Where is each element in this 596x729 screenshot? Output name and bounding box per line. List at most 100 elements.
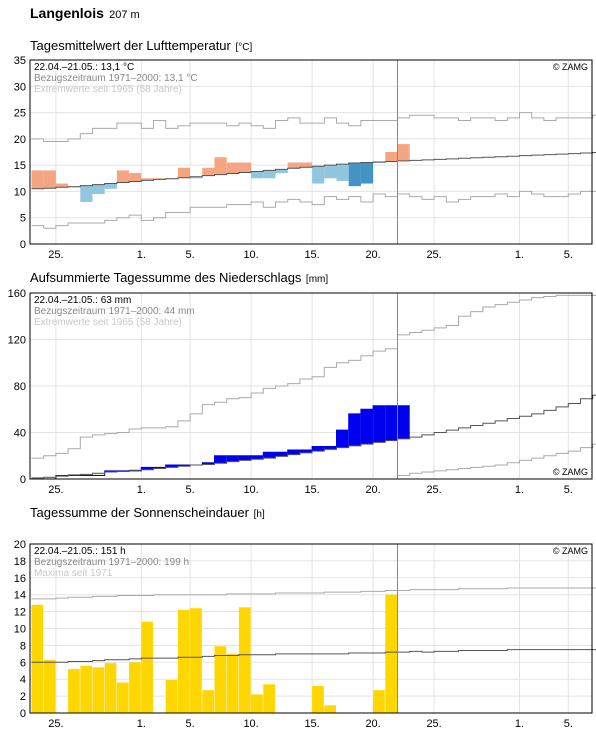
x-tick-label: 10. xyxy=(243,249,258,261)
precip-bar xyxy=(336,430,349,448)
y-tick-label: 30 xyxy=(14,81,26,93)
station-name: Langenlois xyxy=(30,5,104,21)
temperature-bar xyxy=(104,183,117,189)
sunshine-bar xyxy=(263,684,275,713)
x-tick-label: 5. xyxy=(186,484,195,496)
y-tick-label: 8 xyxy=(20,640,26,652)
y-tick-label: 35 xyxy=(14,55,26,67)
y-tick-label: 120 xyxy=(8,335,26,347)
x-tick-label: 25. xyxy=(48,484,63,496)
x-tick-label: 25. xyxy=(426,718,441,729)
panel-title: Tagessumme der Sonnenscheindauer xyxy=(30,505,250,520)
y-tick-label: 20 xyxy=(14,539,26,551)
sunshine-bar xyxy=(177,609,190,713)
temperature-bar xyxy=(177,167,191,178)
precip-bar xyxy=(202,462,215,465)
max-envelope-line xyxy=(31,294,596,459)
precip-bar xyxy=(299,449,313,453)
temperature-bar xyxy=(238,162,252,173)
x-tick-label: 25. xyxy=(426,249,441,261)
temperature-bar xyxy=(397,144,410,161)
sunshine-bar xyxy=(373,690,385,713)
sunshine-bar xyxy=(324,705,336,713)
x-tick-label: 25. xyxy=(48,249,63,261)
sunshine-bar xyxy=(68,669,80,713)
precip-bar xyxy=(153,467,166,469)
info-line: 22.04.–21.05.: 13,1 °C xyxy=(34,62,134,73)
y-tick-label: 80 xyxy=(14,381,26,393)
x-tick-label: 15. xyxy=(304,249,319,261)
temperature-bar xyxy=(141,178,154,181)
sunshine-bar xyxy=(129,662,141,713)
sunshine-bar xyxy=(190,608,202,713)
precip-bar xyxy=(360,409,374,445)
y-tick-label: 0 xyxy=(20,239,26,251)
x-tick-label: 10. xyxy=(243,718,258,729)
plot-frame xyxy=(29,59,593,245)
precip-bar xyxy=(104,470,117,473)
station-elevation: 207 m xyxy=(109,9,140,21)
info-line: Bezugszeitraum 1971–2000: 44 mm xyxy=(34,306,195,317)
precip-bar xyxy=(263,452,276,459)
precip-bar xyxy=(312,446,325,452)
y-tick-label: 12 xyxy=(14,607,26,619)
x-tick-label: 15. xyxy=(304,718,319,729)
temperature-bar xyxy=(287,162,300,169)
info-line: 22.04.–21.05.: 151 h xyxy=(34,546,126,557)
sunshine-bar xyxy=(385,594,397,713)
precip-bar xyxy=(165,465,178,468)
sunshine-bar xyxy=(31,604,44,713)
sunshine-bar xyxy=(116,682,129,713)
precip-bar xyxy=(324,446,337,450)
max-envelope-line xyxy=(31,587,596,600)
y-tick-label: 25 xyxy=(14,108,26,120)
info-line: Bezugszeitraum 1971–2000: 199 h xyxy=(34,557,189,568)
sunshine-bar xyxy=(165,680,178,713)
precip-bar xyxy=(214,455,227,464)
y-tick-label: 2 xyxy=(20,691,26,703)
y-tick-label: 0 xyxy=(20,474,26,486)
x-tick-label: 1. xyxy=(515,484,524,496)
precip-bar xyxy=(275,452,288,457)
x-tick-label: 20. xyxy=(365,484,380,496)
x-tick-label: 5. xyxy=(186,249,195,261)
x-tick-label: 1. xyxy=(137,249,146,261)
y-tick-label: 18 xyxy=(14,556,26,568)
precip-bar xyxy=(251,455,264,460)
temperature-bar xyxy=(129,173,142,182)
precip-bar xyxy=(385,405,398,441)
panel-title: Tagesmittelwert der Lufttemperatur xyxy=(30,38,232,53)
temperature-bar xyxy=(312,166,325,184)
temperature-bar xyxy=(190,176,203,179)
y-tick-label: 15 xyxy=(14,160,26,172)
x-tick-label: 25. xyxy=(426,484,441,496)
temperature-bar xyxy=(299,162,313,168)
x-tick-label: 20. xyxy=(365,718,380,729)
y-tick-label: 0 xyxy=(20,708,26,720)
normal-mean-line xyxy=(31,649,596,663)
y-tick-label: 20 xyxy=(14,134,26,146)
temperature-bar xyxy=(385,152,398,162)
y-tick-label: 4 xyxy=(20,674,26,686)
temperature-bar xyxy=(251,171,264,179)
panel-unit: [mm] xyxy=(306,274,328,285)
temperature-bar xyxy=(116,170,130,183)
temperature-bar xyxy=(80,185,93,202)
temperature-bar xyxy=(153,178,166,180)
x-tick-label: 5. xyxy=(564,484,573,496)
credit-label: © ZAMG xyxy=(553,467,588,477)
sunshine-bar xyxy=(238,607,251,713)
sunshine-bar xyxy=(141,621,153,713)
precip-bar xyxy=(226,455,239,462)
x-tick-label: 5. xyxy=(564,718,573,729)
y-tick-label: 40 xyxy=(14,428,26,440)
info-line: 22.04.–21.05.: 63 mm xyxy=(34,295,131,306)
credit-label: © ZAMG xyxy=(553,546,588,556)
x-tick-label: 5. xyxy=(564,249,573,261)
temperature-panel: Tagesmittelwert der Lufttemperatur [°C] 0 5… xyxy=(14,38,596,261)
credit-label: © ZAMG xyxy=(553,62,588,72)
temperature-bar xyxy=(263,170,276,179)
temperature-bar xyxy=(336,164,349,181)
normal-mean-line xyxy=(31,152,596,190)
